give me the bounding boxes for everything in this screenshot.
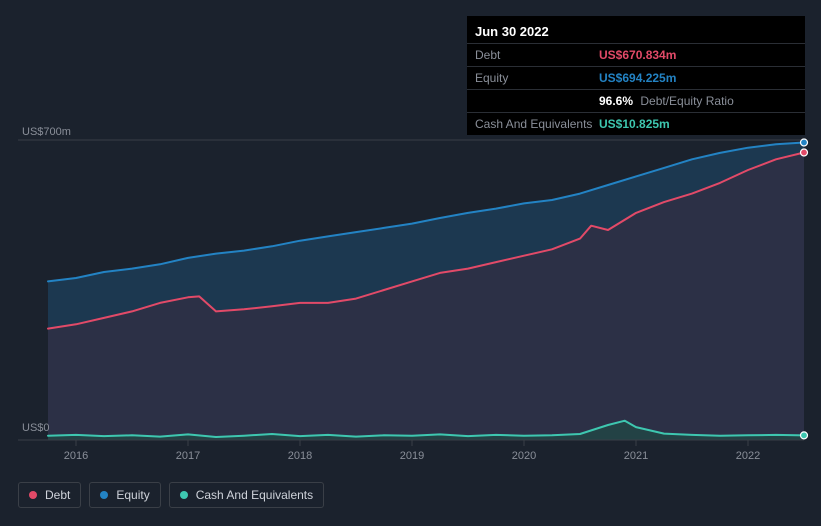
chart-tooltip: Jun 30 2022 Debt US$670.834m Equity US$6… — [467, 16, 805, 135]
legend-dot-debt — [29, 491, 37, 499]
chart-legend: Debt Equity Cash And Equivalents — [18, 482, 324, 508]
x-axis-tick-label: 2022 — [736, 450, 760, 462]
legend-item-equity[interactable]: Equity — [89, 482, 160, 508]
legend-item-debt[interactable]: Debt — [18, 482, 81, 508]
legend-label-debt: Debt — [45, 488, 70, 502]
x-axis-tick-label: 2017 — [176, 450, 200, 462]
x-axis-tick-label: 2016 — [64, 450, 88, 462]
tooltip-value-ratio: 96.6% Debt/Equity Ratio — [599, 94, 734, 108]
tooltip-value-cash: US$10.825m — [599, 117, 670, 131]
tooltip-date: Jun 30 2022 — [475, 24, 549, 39]
y-axis-label-max: US$700m — [22, 126, 71, 138]
legend-label-equity: Equity — [116, 488, 149, 502]
legend-label-cash: Cash And Equivalents — [196, 488, 313, 502]
x-axis-tick-label: 2020 — [512, 450, 536, 462]
legend-item-cash[interactable]: Cash And Equivalents — [169, 482, 324, 508]
y-axis-label-min: US$0 — [22, 422, 50, 434]
tooltip-label-debt: Debt — [475, 48, 599, 62]
debt-equity-chart: Jun 30 2022 Debt US$670.834m Equity US$6… — [0, 0, 821, 526]
x-axis-tick-label: 2018 — [288, 450, 312, 462]
x-axis-tick-label: 2021 — [624, 450, 648, 462]
legend-dot-equity — [100, 491, 108, 499]
x-axis-labels: 2016 2017 2018 2019 2020 2021 2022 — [0, 450, 821, 466]
tooltip-label-cash: Cash And Equivalents — [475, 117, 599, 131]
tooltip-label-ratio — [475, 94, 599, 108]
tooltip-label-equity: Equity — [475, 71, 599, 85]
tooltip-value-equity: US$694.225m — [599, 71, 676, 85]
x-axis-tick-label: 2019 — [400, 450, 424, 462]
legend-dot-cash — [180, 491, 188, 499]
tooltip-value-debt: US$670.834m — [599, 48, 676, 62]
